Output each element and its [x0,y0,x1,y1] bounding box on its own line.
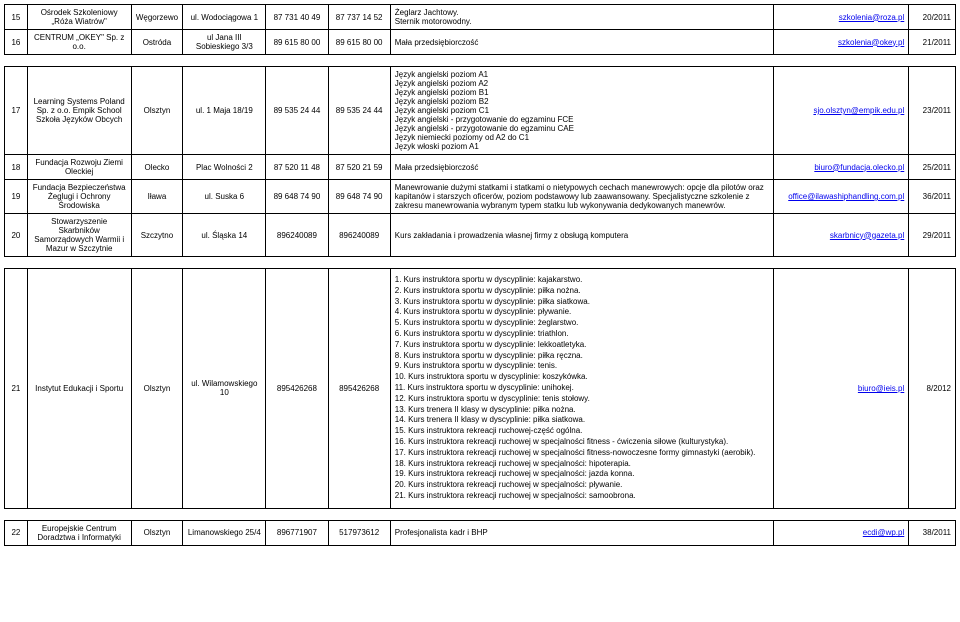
address: ul. Wilamowskiego 10 [183,269,266,509]
email: szkolenia@okey.pl [774,30,909,55]
org-name: Ośrodek Szkoleniowy „Róża Wiatrów" [27,5,131,30]
phone-2: 89 615 80 00 [328,30,390,55]
email-link[interactable]: biuro@ieis.pl [858,384,904,393]
phone-1: 87 731 40 49 [266,5,328,30]
email-link[interactable]: ecdi@wp.pl [863,528,904,537]
phone-2: 896240089 [328,214,390,257]
phone-2: 87 737 14 52 [328,5,390,30]
org-name: Instytut Edukacji i Sportu [27,269,131,509]
city: Olsztyn [131,269,183,509]
phone-2: 517973612 [328,520,390,545]
row-number: 17 [5,67,28,155]
reference-number: 38/2011 [909,520,956,545]
org-name: Europejskie Centrum Doradztwa i Informat… [27,520,131,545]
reference-number: 8/2012 [909,269,956,509]
description: Język angielski poziom A1Język angielski… [390,67,774,155]
phone-2: 89 535 24 44 [328,67,390,155]
table-row: 22Europejskie Centrum Doradztwa i Inform… [5,520,956,545]
phone-1: 896240089 [266,214,328,257]
description: Żeglarz Jachtowy.Sternik motorowodny. [390,5,774,30]
row-number: 16 [5,30,28,55]
email: sjo.olsztyn@empik.edu.pl [774,67,909,155]
phone-2: 895426268 [328,269,390,509]
email-link[interactable]: szkolenia@roza.pl [839,13,904,22]
address: Plac Wolności 2 [183,155,266,180]
email-link[interactable]: biuro@fundacja.olecko.pl [814,163,904,172]
description: Mała przedsiębiorczość [390,30,774,55]
phone-1: 89 535 24 44 [266,67,328,155]
email-link[interactable]: sjo.olsztyn@empik.edu.pl [813,106,904,115]
email-link[interactable]: office@ilawashiphandling.com.pl [788,192,904,201]
email: ecdi@wp.pl [774,520,909,545]
row-number: 20 [5,214,28,257]
city: Olsztyn [131,67,183,155]
email: biuro@fundacja.olecko.pl [774,155,909,180]
address: ul. Śląska 14 [183,214,266,257]
phone-1: 87 520 11 48 [266,155,328,180]
city: Iława [131,180,183,214]
reference-number: 21/2011 [909,30,956,55]
reference-number: 29/2011 [909,214,956,257]
city: Węgorzewo [131,5,183,30]
description: Kurs zakładania i prowadzenia własnej fi… [390,214,774,257]
city: Olecko [131,155,183,180]
org-name: Stowarzyszenie Skarbników Samorządowych … [27,214,131,257]
reference-number: 20/2011 [909,5,956,30]
table-row: 20Stowarzyszenie Skarbników Samorządowyc… [5,214,956,257]
city: Ostróda [131,30,183,55]
org-name: Learning Systems Poland Sp. z o.o. Empik… [27,67,131,155]
address: ul. Suska 6 [183,180,266,214]
table-row: 19Fundacja Bezpieczeństwa Żeglugi i Ochr… [5,180,956,214]
org-name: CENTRUM „OKEY" Sp. z o.o. [27,30,131,55]
email: szkolenia@roza.pl [774,5,909,30]
description: Mała przedsiębiorczość [390,155,774,180]
reference-number: 23/2011 [909,67,956,155]
email-link[interactable]: skarbnicy@gazeta.pl [830,231,904,240]
email: skarbnicy@gazeta.pl [774,214,909,257]
address: ul. Wodociągowa 1 [183,5,266,30]
address: Limanowskiego 25/4 [183,520,266,545]
org-name: Fundacja Bezpieczeństwa Żeglugi i Ochron… [27,180,131,214]
email: office@ilawashiphandling.com.pl [774,180,909,214]
table-row: 17Learning Systems Poland Sp. z o.o. Emp… [5,67,956,155]
table-row: 15Ośrodek Szkoleniowy „Róża Wiatrów"Węgo… [5,5,956,30]
reference-number: 25/2011 [909,155,956,180]
row-number: 19 [5,180,28,214]
description: Manewrowanie dużymi statkami i statkami … [390,180,774,214]
address: ul Jana III Sobieskiego 3/3 [183,30,266,55]
row-number: 15 [5,5,28,30]
description: Profesjonalista kadr i BHP [390,520,774,545]
city: Szczytno [131,214,183,257]
row-number: 22 [5,520,28,545]
address: ul. 1 Maja 18/19 [183,67,266,155]
phone-1: 89 615 80 00 [266,30,328,55]
table-row: 18Fundacja Rozwoju Ziemi OleckiejOleckoP… [5,155,956,180]
phone-2: 87 520 21 59 [328,155,390,180]
row-number: 21 [5,269,28,509]
phone-1: 89 648 74 90 [266,180,328,214]
table-row: 16CENTRUM „OKEY" Sp. z o.o.Ostródaul Jan… [5,30,956,55]
city: Olsztyn [131,520,183,545]
phone-1: 896771907 [266,520,328,545]
description: 1. Kurs instruktora sportu w dyscyplinie… [390,269,774,509]
reference-number: 36/2011 [909,180,956,214]
row-number: 18 [5,155,28,180]
training-courses-table: 15Ośrodek Szkoleniowy „Róża Wiatrów"Węgo… [4,4,956,546]
email-link[interactable]: szkolenia@okey.pl [838,38,904,47]
table-row: 21Instytut Edukacji i SportuOlsztynul. W… [5,269,956,509]
phone-1: 895426268 [266,269,328,509]
phone-2: 89 648 74 90 [328,180,390,214]
email: biuro@ieis.pl [774,269,909,509]
org-name: Fundacja Rozwoju Ziemi Oleckiej [27,155,131,180]
